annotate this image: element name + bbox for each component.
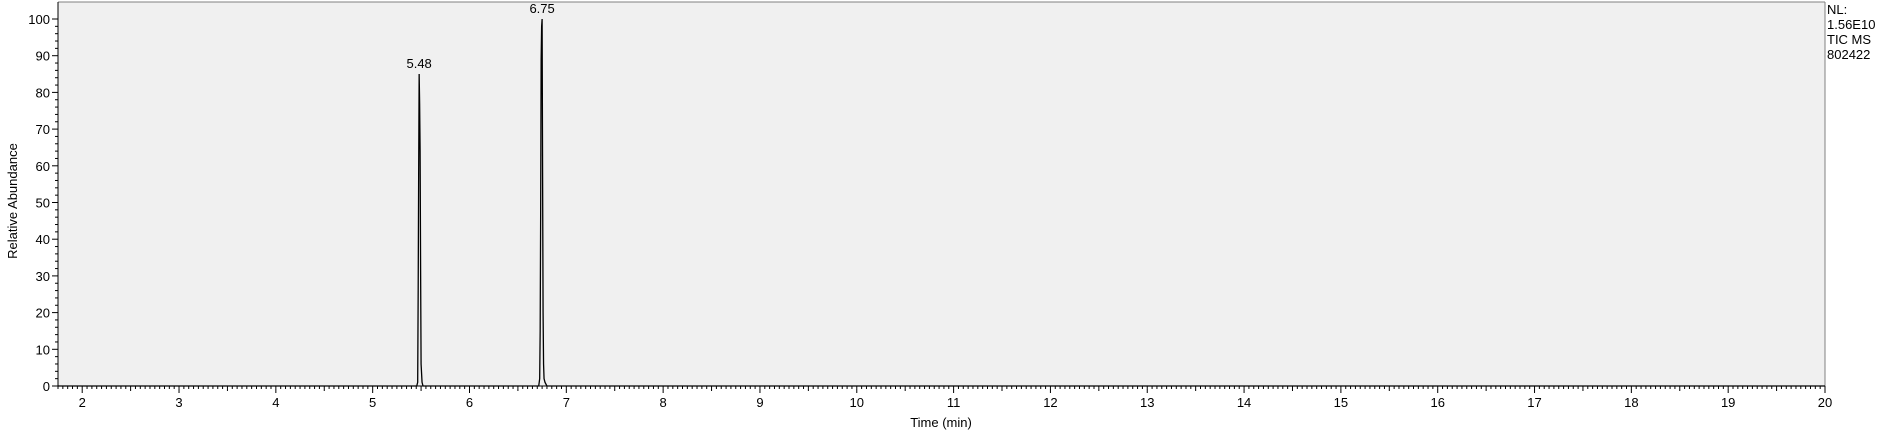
y-tick-label: 0 <box>43 379 50 394</box>
y-axis-label: Relative Abundance <box>5 143 20 259</box>
x-tick-label: 8 <box>660 395 667 410</box>
x-tick-label: 12 <box>1043 395 1057 410</box>
y-tick-label: 30 <box>36 269 50 284</box>
y-tick-label: 20 <box>36 306 50 321</box>
x-tick-label: 17 <box>1527 395 1541 410</box>
peak-label: 6.75 <box>529 1 554 16</box>
y-tick-label: 90 <box>36 49 50 64</box>
annotation-line: TIC MS <box>1827 32 1872 47</box>
plot-area <box>58 2 1825 386</box>
x-tick-label: 7 <box>563 395 570 410</box>
y-tick-label: 100 <box>28 12 50 27</box>
y-tick-label: 10 <box>36 342 50 357</box>
x-tick-label: 18 <box>1624 395 1638 410</box>
chromatogram-trace <box>58 18 1825 387</box>
normalization-annotation: NL: 1.56E10 TIC MS 802422 <box>1827 2 1877 62</box>
y-tick-label: 60 <box>36 159 50 174</box>
x-tick-label: 16 <box>1430 395 1444 410</box>
x-tick-label: 2 <box>79 395 86 410</box>
x-tick-label: 14 <box>1237 395 1251 410</box>
x-tick-label: 3 <box>175 395 182 410</box>
x-tick-label: 11 <box>947 395 961 410</box>
x-tick-label: 20 <box>1818 395 1832 410</box>
annotation-line: 1.56E10 <box>1827 17 1876 32</box>
y-tick-label: 80 <box>36 85 50 100</box>
annotation-line: 802422 <box>1827 47 1871 62</box>
y-tick-label: 40 <box>36 232 50 247</box>
x-tick-label: 9 <box>756 395 763 410</box>
y-tick-label: 70 <box>36 122 50 137</box>
x-tick-label: 15 <box>1334 395 1348 410</box>
x-tick-label: 4 <box>272 395 279 410</box>
x-tick-label: 13 <box>1140 395 1154 410</box>
x-tick-label: 6 <box>466 395 473 410</box>
x-axis-label: Time (min) <box>910 415 972 430</box>
x-tick-label: 5 <box>369 395 376 410</box>
x-tick-label: 19 <box>1721 395 1735 410</box>
peak-label: 5.48 <box>406 56 431 71</box>
annotation-line: NL: <box>1827 2 1848 17</box>
x-tick-label: 10 <box>850 395 864 410</box>
y-tick-label: 50 <box>36 196 50 211</box>
